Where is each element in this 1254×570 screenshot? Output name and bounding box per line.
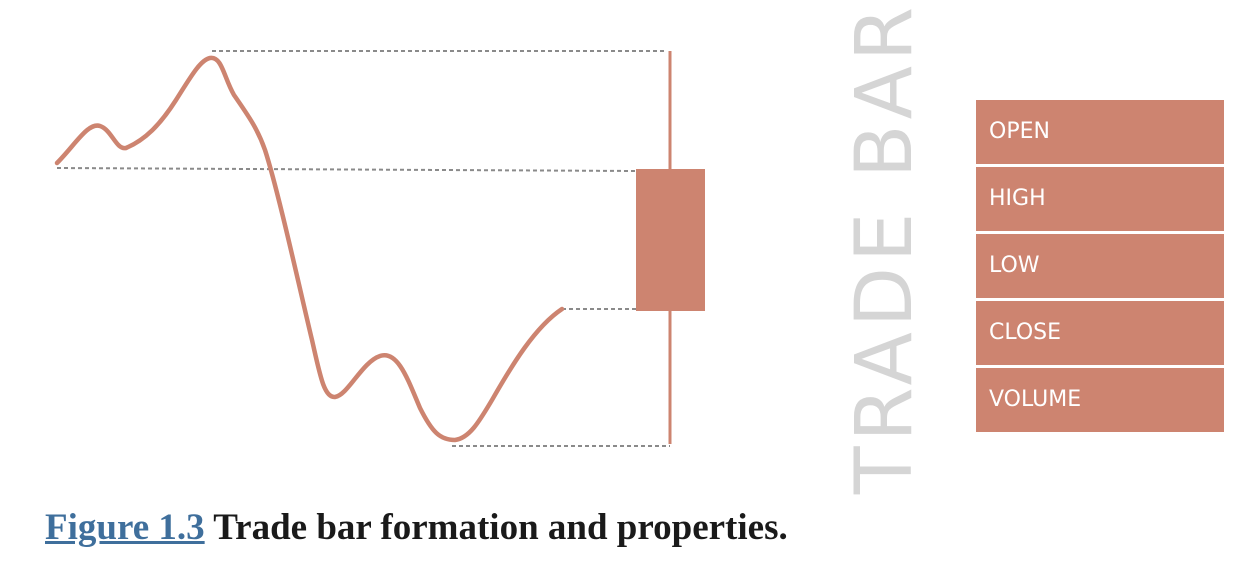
trade-bar-properties: OPEN HIGH LOW CLOSE VOLUME xyxy=(976,100,1224,435)
open-guide-line xyxy=(56,167,637,172)
property-high: HIGH xyxy=(976,167,1224,231)
candle-body xyxy=(636,169,705,311)
property-low: LOW xyxy=(976,234,1224,298)
trade-bar-diagram xyxy=(54,50,705,447)
figure-link[interactable]: Figure 1.3 xyxy=(45,507,205,548)
trade-bar-title: TRADE BAR xyxy=(840,1,930,495)
caption-text: Trade bar formation and properties. xyxy=(204,507,788,548)
price-path-line xyxy=(54,55,565,443)
property-open: OPEN xyxy=(976,100,1224,164)
property-close: CLOSE xyxy=(976,301,1224,365)
property-volume: VOLUME xyxy=(976,368,1224,432)
figure-caption: Figure 1.3 Trade bar formation and prope… xyxy=(45,506,788,549)
